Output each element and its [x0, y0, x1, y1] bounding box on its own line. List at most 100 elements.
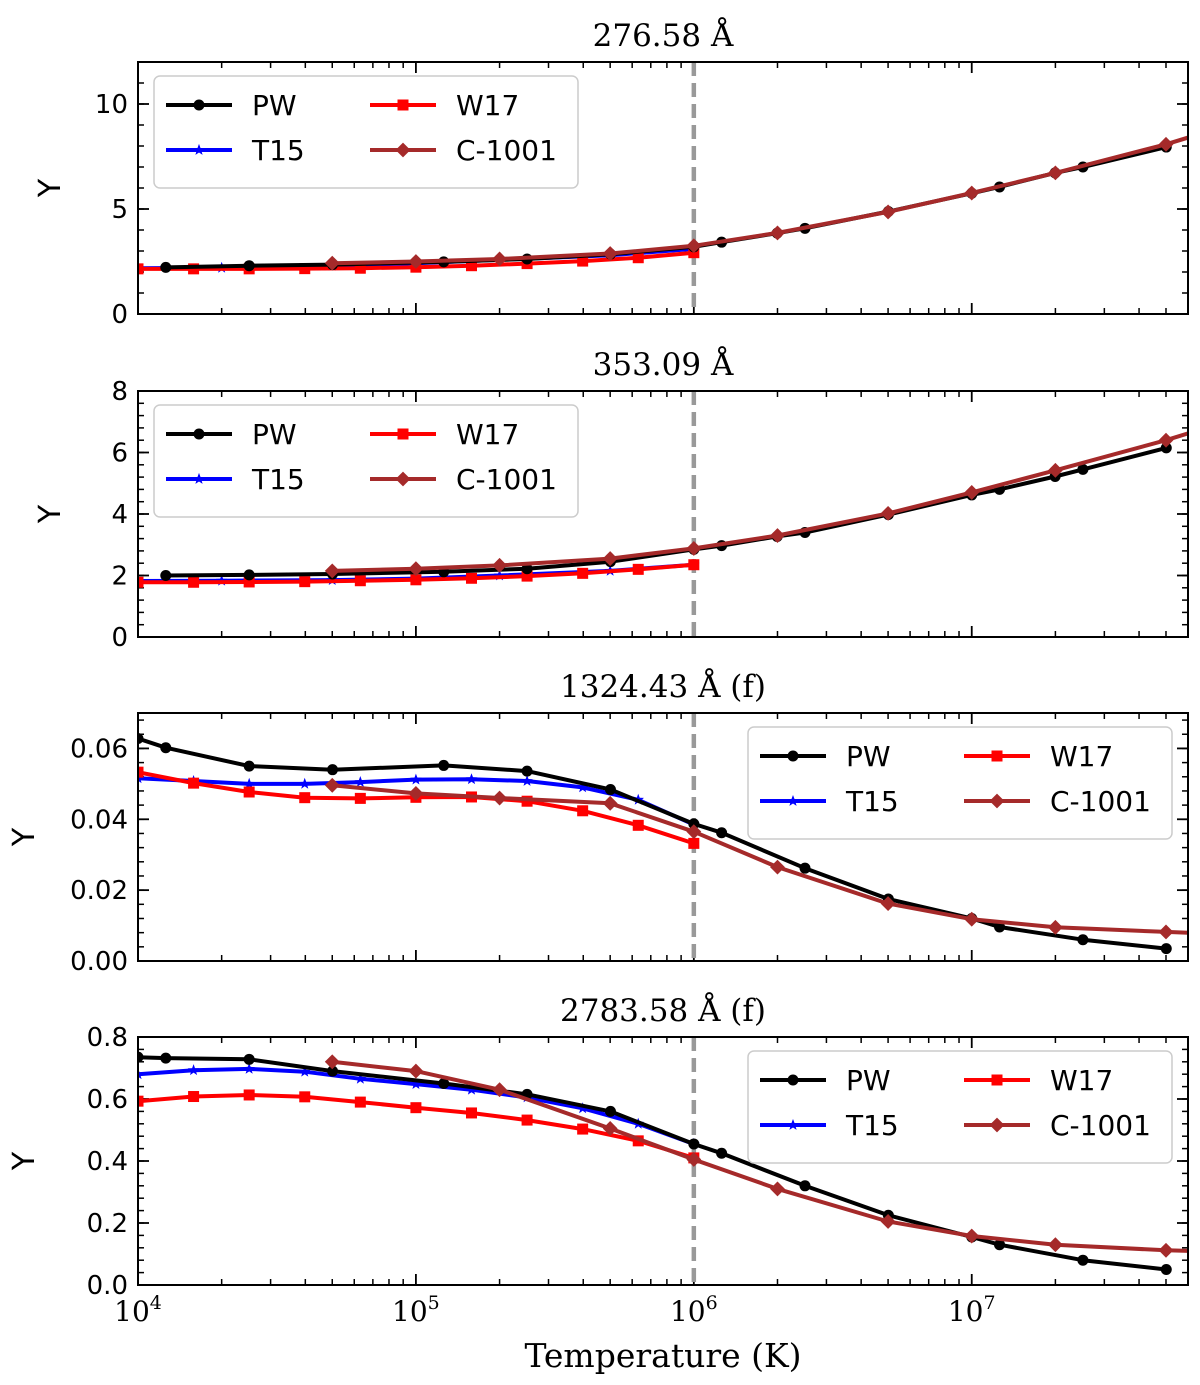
data-point	[188, 263, 200, 275]
data-point	[138, 733, 144, 745]
series-C-1001	[324, 1054, 1188, 1258]
data-point	[465, 1107, 477, 1119]
data-point	[521, 563, 533, 575]
y-axis-label: Y	[7, 1151, 42, 1171]
legend-entry-W17: W17	[964, 740, 1113, 773]
data-point	[493, 569, 506, 581]
data-point	[193, 143, 205, 155]
data-point	[354, 262, 366, 274]
legend-label: PW	[846, 740, 891, 773]
data-point	[160, 1052, 172, 1064]
data-point	[688, 818, 700, 830]
data-point	[521, 1114, 533, 1126]
data-point	[688, 837, 700, 849]
data-point	[1160, 943, 1172, 955]
legend-label: T15	[845, 785, 899, 818]
data-point	[410, 1102, 422, 1114]
legend-box	[747, 1050, 1173, 1164]
legend-entry-T15: T15	[760, 785, 899, 818]
data-point	[989, 793, 1005, 809]
data-point	[577, 805, 589, 817]
y-tick-label: 0	[111, 623, 128, 653]
legend-label: C-1001	[1050, 785, 1151, 818]
data-point	[188, 777, 200, 789]
data-point	[193, 472, 205, 484]
y-axis-label: Y	[7, 827, 42, 847]
legend: PW W17 T15 C-1001	[747, 1050, 1173, 1164]
y-axis-label: Y	[33, 178, 68, 198]
data-point	[408, 254, 424, 269]
data-point	[1077, 463, 1089, 475]
data-point	[604, 784, 616, 796]
data-point	[410, 1078, 422, 1089]
data-point	[193, 99, 205, 111]
data-point	[787, 1074, 799, 1086]
data-point	[602, 246, 618, 261]
data-point	[243, 260, 255, 272]
y-tick-label: 8	[111, 377, 128, 407]
data-point	[492, 790, 507, 806]
y-tick-label: 0.4	[87, 1147, 128, 1177]
data-point	[686, 824, 702, 840]
data-point	[243, 576, 255, 588]
data-point	[395, 142, 411, 158]
legend-entry-PW: PW	[166, 418, 297, 451]
y-tick-label: 0.0	[87, 1271, 128, 1301]
y-tick-label: 2	[111, 562, 128, 592]
panel-title: 353.09 Å	[593, 345, 734, 383]
legend-box	[153, 404, 579, 518]
legend-entry-PW: PW	[166, 89, 297, 122]
data-point	[138, 1068, 144, 1080]
data-point	[138, 1095, 144, 1107]
x-tick-label: 107	[948, 1292, 996, 1328]
y-tick-label: 0.8	[87, 1023, 128, 1053]
data-point	[602, 1121, 618, 1136]
panel-title: 2783.58 Å (f)	[560, 991, 766, 1029]
data-point	[632, 252, 644, 264]
data-point	[787, 750, 799, 762]
x-tick-label: 106	[670, 1292, 718, 1328]
data-point	[188, 576, 200, 588]
data-point	[465, 1083, 478, 1095]
data-point	[770, 225, 785, 241]
data-point	[397, 99, 409, 111]
data-point	[492, 251, 507, 267]
data-point	[299, 777, 311, 789]
plot-frame	[137, 1036, 1189, 1286]
data-point	[686, 1152, 702, 1167]
data-point	[243, 569, 255, 581]
legend-entry-C-1001: C-1001	[964, 1109, 1151, 1142]
data-point	[299, 1091, 311, 1103]
y-tick-label: 5	[111, 195, 128, 225]
data-point	[991, 750, 1003, 762]
legend-label: T15	[251, 463, 305, 496]
data-point	[1077, 934, 1089, 946]
data-point	[438, 759, 450, 771]
legend-entry-PW: PW	[760, 740, 891, 773]
legend-entry-C-1001: C-1001	[370, 134, 557, 167]
data-point	[521, 570, 533, 582]
data-point	[1160, 1264, 1172, 1275]
x-axis-label: Temperature (K)	[524, 1336, 801, 1375]
legend-label: PW	[252, 418, 297, 451]
data-point	[465, 260, 477, 272]
legend-label: C-1001	[456, 134, 557, 167]
legend-label: C-1001	[1050, 1109, 1151, 1142]
legend-label: W17	[1050, 740, 1113, 773]
legend: PW W17 T15 C-1001	[153, 75, 579, 189]
data-point	[243, 760, 255, 772]
data-point	[408, 561, 424, 577]
data-point	[577, 1123, 589, 1135]
data-point	[632, 819, 644, 831]
data-point	[964, 911, 980, 927]
data-point	[770, 528, 785, 543]
y-tick-label: 0.2	[87, 1209, 128, 1239]
legend-entry-C-1001: C-1001	[964, 785, 1151, 818]
y-tick-label: 0.02	[70, 876, 128, 906]
data-point	[716, 827, 728, 839]
data-point	[989, 1117, 1005, 1133]
data-point	[576, 1102, 589, 1114]
data-point	[521, 765, 533, 777]
panel-title: 276.58 Å	[593, 16, 734, 54]
